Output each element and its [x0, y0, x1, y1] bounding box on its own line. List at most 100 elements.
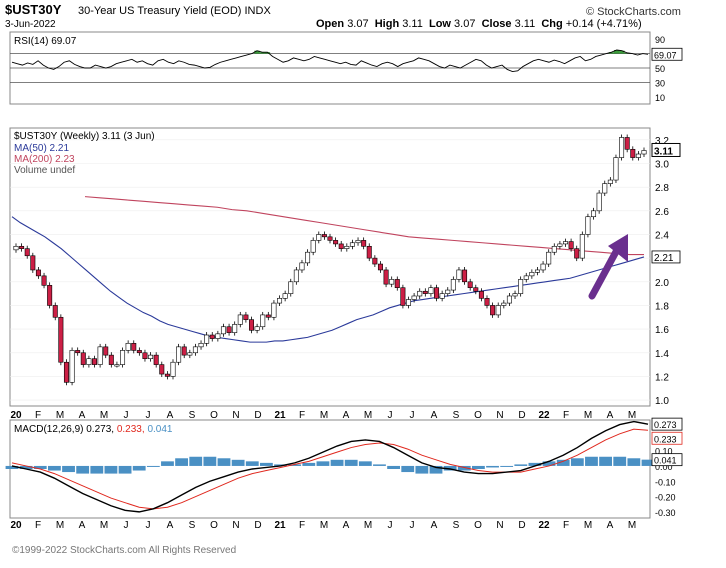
price-candle — [619, 134, 625, 161]
macd-x-tick-label: 20 — [10, 520, 22, 531]
candle-body — [400, 287, 406, 306]
price-candle — [131, 340, 137, 354]
price-candle — [579, 231, 585, 262]
price-candle — [198, 340, 204, 350]
price-candle — [411, 293, 417, 303]
candle-body — [602, 183, 608, 194]
price-candle — [434, 284, 440, 302]
price-candle — [630, 146, 636, 161]
price-candle — [591, 207, 597, 220]
rsi-overbought-fill — [608, 52, 615, 54]
price-value-box — [651, 142, 681, 157]
macd-histogram-bar — [203, 456, 217, 466]
price-value-tag: 3.11 — [651, 142, 681, 157]
candle-body — [490, 305, 496, 316]
ohlc-readout: Open 3.07 High 3.11 Low 3.07 Close 3.11 … — [316, 18, 642, 30]
price-candle — [383, 267, 389, 288]
price-candle — [226, 323, 232, 336]
price-panel — [9, 127, 651, 407]
candle-body — [277, 298, 283, 304]
price-candle — [512, 290, 518, 299]
brand-watermark: © StockCharts.com — [586, 6, 681, 18]
price-candle — [439, 290, 445, 302]
price-candle — [282, 290, 288, 302]
price-x-tick-label: A — [343, 410, 350, 421]
macd-histogram-bar — [302, 462, 316, 466]
price-candle — [305, 249, 311, 266]
macd-histogram-bar — [189, 456, 203, 466]
candle-body — [47, 285, 53, 306]
price-candle — [58, 314, 64, 366]
ma200-line — [84, 196, 644, 256]
candle-body — [204, 334, 210, 344]
macd-histogram-bar — [231, 459, 245, 466]
macd-line — [11, 420, 649, 513]
change-value: +0.14 (+4.71%) — [565, 18, 642, 30]
chart-symbol: $UST30Y — [5, 2, 62, 17]
candle-body — [321, 234, 327, 238]
candle-body — [120, 350, 126, 365]
price-x-tick-label: A — [607, 410, 614, 421]
close-label: Close — [481, 18, 512, 30]
candle-body — [619, 137, 625, 158]
price-x-tick-label: 20 — [10, 410, 22, 421]
price-candle — [92, 355, 98, 368]
price-candle — [153, 352, 159, 368]
candle-body — [462, 269, 468, 283]
macd-value-label: 0.041 — [654, 456, 677, 466]
candle-body — [136, 350, 142, 354]
macd-histogram-bar — [528, 462, 542, 466]
candle-body — [641, 150, 647, 155]
price-candle — [534, 267, 540, 276]
macd-x-tick-label: D — [254, 520, 261, 531]
price-candle — [103, 343, 109, 359]
macd-x-tick-label: F — [299, 520, 305, 531]
ma200-legend: MA(200) 2.23 — [14, 154, 75, 165]
candle-body — [30, 255, 36, 271]
price-candle — [243, 311, 249, 323]
price-legend: $UST30Y (Weekly) 3.11 (3 Jun) — [14, 131, 155, 142]
macd-histogram-bar — [599, 456, 613, 466]
candle-body — [591, 210, 597, 218]
price-candle — [624, 134, 630, 153]
price-x-tick-label: 21 — [274, 410, 286, 421]
macd-histogram-bar — [132, 465, 146, 471]
exchange-label: INDX — [244, 5, 271, 17]
macd-tick-label: -0.20 — [655, 493, 676, 503]
candle-body — [596, 192, 602, 212]
price-candle — [635, 151, 641, 161]
macd-x-tick-label: S — [189, 520, 196, 531]
macd-x-tick-label: N — [496, 520, 503, 531]
candle-body — [434, 287, 440, 299]
price-tick-label: 1.6 — [655, 325, 669, 336]
macd-histogram-bar — [613, 456, 627, 466]
open-label: Open — [316, 18, 345, 30]
price-candle — [136, 347, 142, 356]
macd-histogram-bar — [288, 464, 302, 466]
candle-body — [310, 240, 316, 253]
candle-body — [366, 245, 372, 259]
price-x-tick-label: O — [210, 410, 218, 421]
price-x-tick-label: N — [232, 410, 239, 421]
candle-body — [338, 243, 344, 249]
candle-body — [394, 279, 400, 289]
price-candle — [557, 240, 563, 250]
price-candle — [80, 349, 86, 368]
macd-value-tag: 0.041 — [651, 453, 683, 467]
candle-body — [293, 269, 299, 283]
macd-histogram-bar — [457, 465, 471, 471]
candle-body — [192, 346, 198, 354]
price-candle — [35, 267, 41, 279]
price-x-tick-label: M — [584, 410, 592, 421]
price-candle — [215, 330, 221, 342]
price-candle — [523, 272, 529, 283]
ma-value-box — [651, 250, 681, 264]
rsi-overbought-fill — [614, 50, 620, 54]
macd-tick-label: 0.10 — [655, 447, 673, 457]
macd-tick-label: -0.10 — [655, 477, 676, 487]
candle-body — [495, 305, 501, 316]
candle-body — [624, 137, 630, 150]
macd-x-tick-label: J — [410, 520, 415, 531]
candle-body — [355, 240, 361, 244]
price-candle — [456, 267, 462, 283]
